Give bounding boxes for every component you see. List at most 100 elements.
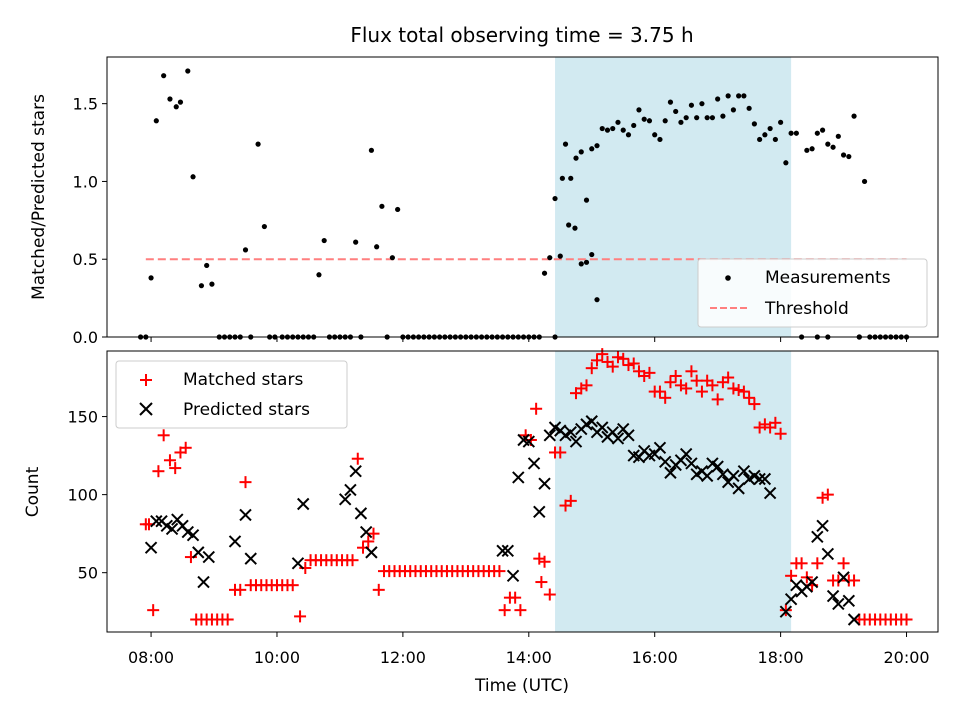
measurement-point <box>568 175 574 181</box>
measurement-point <box>153 118 159 124</box>
predicted-star-point <box>291 557 305 570</box>
predicted-star-point <box>763 486 777 500</box>
matched-star-point <box>554 446 567 459</box>
measurement-point <box>835 133 841 139</box>
matched-star-point <box>748 398 761 411</box>
predicted-star-point <box>349 464 362 478</box>
measurement-point <box>625 132 632 138</box>
predicted-star-point <box>832 597 845 611</box>
legend-label-threshold: Threshold <box>764 299 849 319</box>
measurement-point <box>678 119 684 125</box>
measurement-point <box>641 116 647 122</box>
measurement-point <box>316 272 322 278</box>
measurement-point <box>762 132 768 138</box>
matched-star-point <box>372 583 385 596</box>
top-panel: Flux total observing time = 3.75 h 0.00.… <box>29 23 939 347</box>
measurement-point <box>814 130 820 136</box>
measurement-point <box>177 99 184 105</box>
measurement-point <box>830 144 836 150</box>
predicted-star-point <box>821 547 835 561</box>
measurement-point <box>825 141 831 147</box>
measurement-point <box>704 115 710 121</box>
predicted-star-point <box>512 471 525 484</box>
measurement-point <box>846 153 852 160</box>
matched-star-point <box>543 588 556 601</box>
matched-star-point <box>795 557 808 570</box>
measurement-point <box>242 247 249 253</box>
measurement-point <box>198 283 205 289</box>
matched-star-point <box>669 369 682 382</box>
measurement-point <box>851 113 857 119</box>
measurement-point <box>589 251 595 258</box>
matched-star-point <box>596 348 609 361</box>
measurement-point <box>599 125 605 132</box>
legend-label-matched: Matched stars <box>183 370 303 390</box>
measurement-point <box>261 223 267 230</box>
measurement-point <box>547 255 553 261</box>
plot-frame-bottom <box>106 350 939 633</box>
x-tick-label: 14:00 <box>506 648 552 667</box>
bottom-panel: 50 100 150 08:00 10:00 12:00 14:00 16:00 18:00 2… <box>23 348 939 696</box>
measurement-point <box>594 297 600 303</box>
measurement-point <box>861 178 868 185</box>
matched-star-point <box>157 429 170 442</box>
measurement-point <box>190 174 196 180</box>
matched-star-point <box>617 352 630 365</box>
matched-star-point <box>362 535 375 548</box>
matched-star-point <box>299 561 312 574</box>
matched-star-point <box>179 441 192 454</box>
predicted-star-point <box>564 425 577 439</box>
measurement-point <box>173 104 179 110</box>
measurement-point <box>573 155 579 161</box>
predicted-star-point <box>144 541 158 554</box>
matched-star-point <box>685 365 698 378</box>
matched-star-point <box>286 579 299 592</box>
matched-star-point <box>294 610 307 623</box>
predicted-star-point <box>165 522 179 536</box>
matched-star-point <box>606 360 619 373</box>
matched-star-point <box>659 391 672 404</box>
matched-star-point <box>533 552 546 565</box>
matched-star-point <box>163 454 176 467</box>
matched-star-point <box>695 385 708 398</box>
x-tick-label: 16:00 <box>632 648 678 667</box>
matched-star-point <box>346 554 359 567</box>
measurement-point <box>620 127 626 133</box>
measurement-point <box>683 115 689 121</box>
predicted-star-point <box>365 546 378 559</box>
predicted-star-point <box>228 535 242 548</box>
measurement-point <box>578 149 584 155</box>
measurement-point <box>709 115 716 121</box>
measurement-point <box>673 108 679 115</box>
measurement-point <box>541 270 548 276</box>
matched-stars-points <box>139 348 913 626</box>
x-axis-top-tickmarks <box>150 337 908 342</box>
matched-star-point <box>769 416 782 429</box>
matched-star-point <box>351 452 364 465</box>
y-axis-bottom-ticks: 50 100 150 <box>67 408 107 583</box>
predicted-star-point <box>344 483 357 497</box>
legend-bottom: Matched stars Predicted stars <box>115 360 348 429</box>
matched-star-point <box>590 354 603 367</box>
predicted-star-point <box>837 571 850 584</box>
predicted-star-point <box>202 550 215 564</box>
matched-star-point <box>732 384 745 397</box>
matched-star-point <box>221 613 234 626</box>
predicted-star-point <box>244 552 257 565</box>
measurement-point <box>185 68 191 74</box>
matched-star-point <box>367 527 380 540</box>
measurement-point <box>389 255 395 261</box>
predicted-star-point <box>569 435 583 448</box>
measurement-point <box>688 102 695 108</box>
x-axis-label: Time (UTC) <box>474 676 569 696</box>
predicted-star-point <box>192 546 205 559</box>
measurement-point <box>161 73 167 79</box>
measurement-point <box>559 175 565 181</box>
measurement-point <box>646 118 653 124</box>
predicted-star-point <box>679 447 693 461</box>
predicted-stars-points <box>144 415 861 626</box>
predicted-star-point <box>522 435 536 448</box>
predicted-star-point <box>622 429 635 442</box>
predicted-star-point <box>847 613 861 626</box>
